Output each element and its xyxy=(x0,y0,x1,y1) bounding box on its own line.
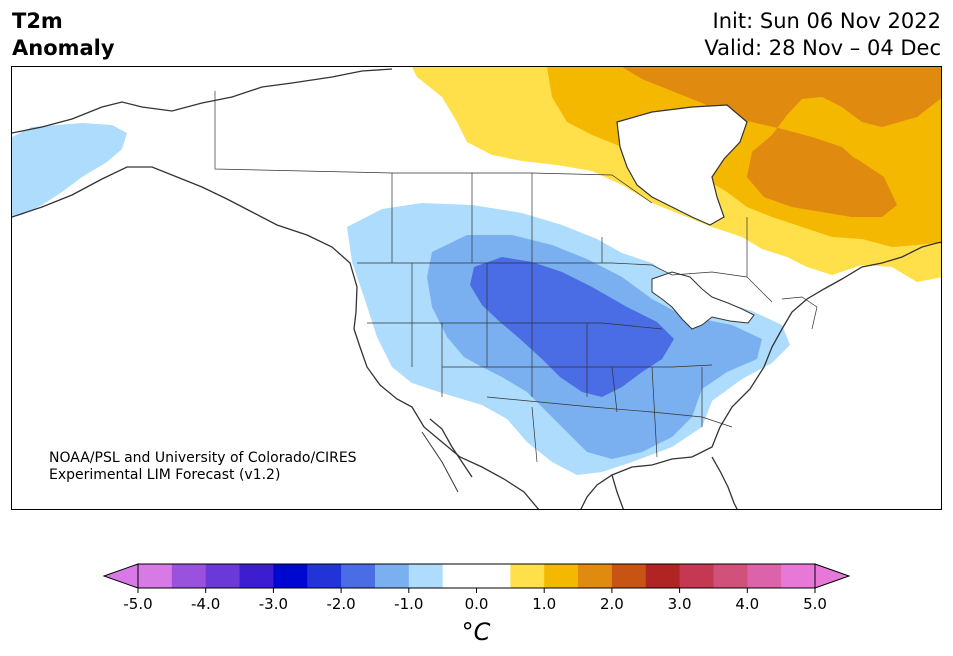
colorbar-tick-label: 5.0 xyxy=(803,595,827,613)
colorbar-segment xyxy=(341,564,376,588)
credit-line-1: NOAA/PSL and University of Colorado/CIRE… xyxy=(49,450,357,466)
colorbar: -5.0 -4.0 -3.0 -2.0 -1.0 0.0 1.0 2.0 3.0 4.0 5.0 °… xyxy=(102,563,851,646)
colorbar-segment xyxy=(171,564,207,588)
colorbar-segment xyxy=(138,564,173,588)
colorbar-segment xyxy=(544,564,579,588)
colorbar-segment xyxy=(408,564,444,588)
colorbar-tick-label: -5.0 xyxy=(123,595,152,613)
credit-line-2: Experimental LIM Forecast (v1.2) xyxy=(49,467,281,483)
colorbar-segment xyxy=(679,564,714,588)
colorbar-segment xyxy=(781,564,816,588)
forecast-dates: Init: Sun 06 Nov 2022 Valid: 28 Nov – 04… xyxy=(704,8,941,62)
colorbar-tick-label: -3.0 xyxy=(259,595,288,613)
colorbar-segment xyxy=(645,564,681,588)
colorbar-segment xyxy=(476,564,511,588)
colorbar-segment xyxy=(307,564,342,588)
valid-period: Valid: 28 Nov – 04 Dec xyxy=(704,36,941,60)
colorbar-tick-label: -2.0 xyxy=(326,595,355,613)
colorbar-under-arrow xyxy=(102,563,139,589)
colorbar-tick-label: 1.0 xyxy=(532,595,556,613)
colorbar-over-arrow xyxy=(814,563,851,589)
colorbar-tick-label: -1.0 xyxy=(394,595,423,613)
great-lakes xyxy=(651,271,755,330)
colorbar-tick-label: 2.0 xyxy=(600,595,624,613)
anomaly-map xyxy=(12,67,941,509)
map-panel xyxy=(11,66,942,510)
colorbar-segments xyxy=(102,563,851,589)
colorbar-tick-label: -4.0 xyxy=(191,595,220,613)
colorbar-segment xyxy=(239,564,274,588)
title-line-2: Anomaly xyxy=(12,36,115,60)
alaska-cool-anomaly xyxy=(12,123,127,217)
colorbar-ticks: -5.0 -4.0 -3.0 -2.0 -1.0 0.0 1.0 2.0 3.0 4.0 5.0 xyxy=(123,588,827,613)
title-line-1: T2m xyxy=(12,9,63,33)
colorbar-tick-label: 3.0 xyxy=(668,595,692,613)
warm-anomaly-hudson-east xyxy=(747,147,897,217)
colorbar-tick-label: 0.0 xyxy=(465,595,489,613)
political-borders xyxy=(214,91,818,463)
coastlines xyxy=(12,68,941,509)
colorbar-segment xyxy=(442,564,477,588)
hudson-bay xyxy=(616,104,748,226)
colorbar-segment xyxy=(510,564,545,588)
credit-text: NOAA/PSL and University of Colorado/CIRE… xyxy=(49,450,357,484)
init-date: Init: Sun 06 Nov 2022 xyxy=(712,9,941,33)
map-title: T2m Anomaly xyxy=(12,8,115,62)
colorbar-segment xyxy=(273,564,308,588)
colorbar-segment xyxy=(713,564,748,588)
colorbar-segment xyxy=(747,564,782,588)
cool-anomaly-inner xyxy=(470,257,674,397)
colorbar-segment xyxy=(611,564,647,588)
colorbar-segment xyxy=(374,564,410,588)
colorbar-segment xyxy=(205,564,241,588)
colorbar-segment xyxy=(578,564,613,588)
colorbar-unit: °C xyxy=(462,618,491,646)
colorbar-tick-label: 4.0 xyxy=(735,595,759,613)
